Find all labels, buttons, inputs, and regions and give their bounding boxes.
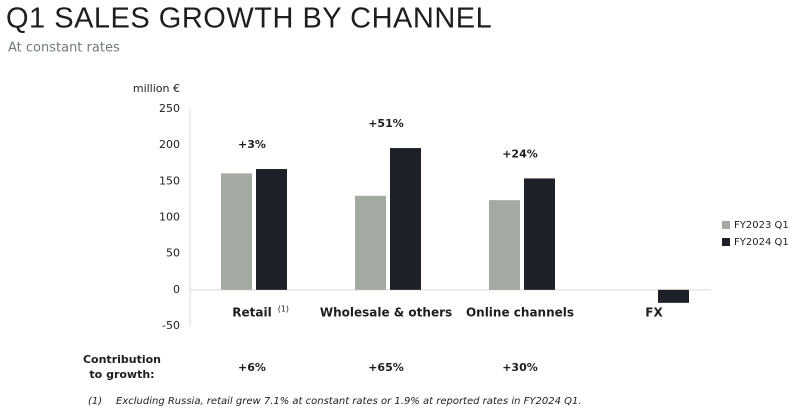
legend-label: FY2023 Q1 bbox=[734, 220, 789, 231]
bar bbox=[489, 200, 520, 290]
x-tick-label: Retail bbox=[232, 306, 271, 320]
bar bbox=[256, 169, 287, 290]
y-tick-label: 50 bbox=[166, 247, 180, 260]
growth-label: +24% bbox=[502, 147, 538, 160]
bar bbox=[524, 178, 555, 290]
contribution-value: +6% bbox=[238, 361, 266, 374]
bar bbox=[221, 173, 252, 290]
y-axis-label: million € bbox=[133, 82, 180, 95]
footnote-text: Excluding Russia, retail grew 7.1% at co… bbox=[116, 396, 582, 407]
y-tick-label: 200 bbox=[159, 138, 180, 151]
y-tick-label: -50 bbox=[162, 319, 180, 332]
y-tick-label: 150 bbox=[159, 174, 180, 187]
legend-swatch bbox=[722, 221, 730, 229]
y-tick-label: 0 bbox=[173, 283, 180, 296]
bar bbox=[390, 148, 421, 290]
contribution-label: to growth: bbox=[89, 368, 154, 381]
bar bbox=[355, 195, 386, 290]
category-note: (1) bbox=[278, 305, 289, 314]
y-tick-label: 100 bbox=[159, 211, 180, 224]
x-tick-label: Wholesale & others bbox=[320, 306, 452, 320]
contribution-value: +30% bbox=[502, 361, 538, 374]
legend-label: FY2024 Q1 bbox=[734, 237, 789, 248]
bar bbox=[658, 289, 689, 303]
chart-title: Q1 SALES GROWTH BY CHANNEL bbox=[6, 3, 492, 35]
x-tick-label: FX bbox=[645, 306, 663, 320]
footnote-mark: (1) bbox=[88, 396, 102, 407]
chart-subtitle: At constant rates bbox=[8, 41, 120, 56]
growth-label: +51% bbox=[368, 117, 404, 130]
contribution-value: +65% bbox=[368, 361, 404, 374]
contribution-label: Contribution bbox=[83, 353, 161, 366]
y-tick-label: 250 bbox=[159, 102, 180, 115]
growth-label: +3% bbox=[238, 138, 266, 151]
x-tick-label: Online channels bbox=[466, 306, 574, 320]
legend-swatch bbox=[722, 238, 730, 246]
